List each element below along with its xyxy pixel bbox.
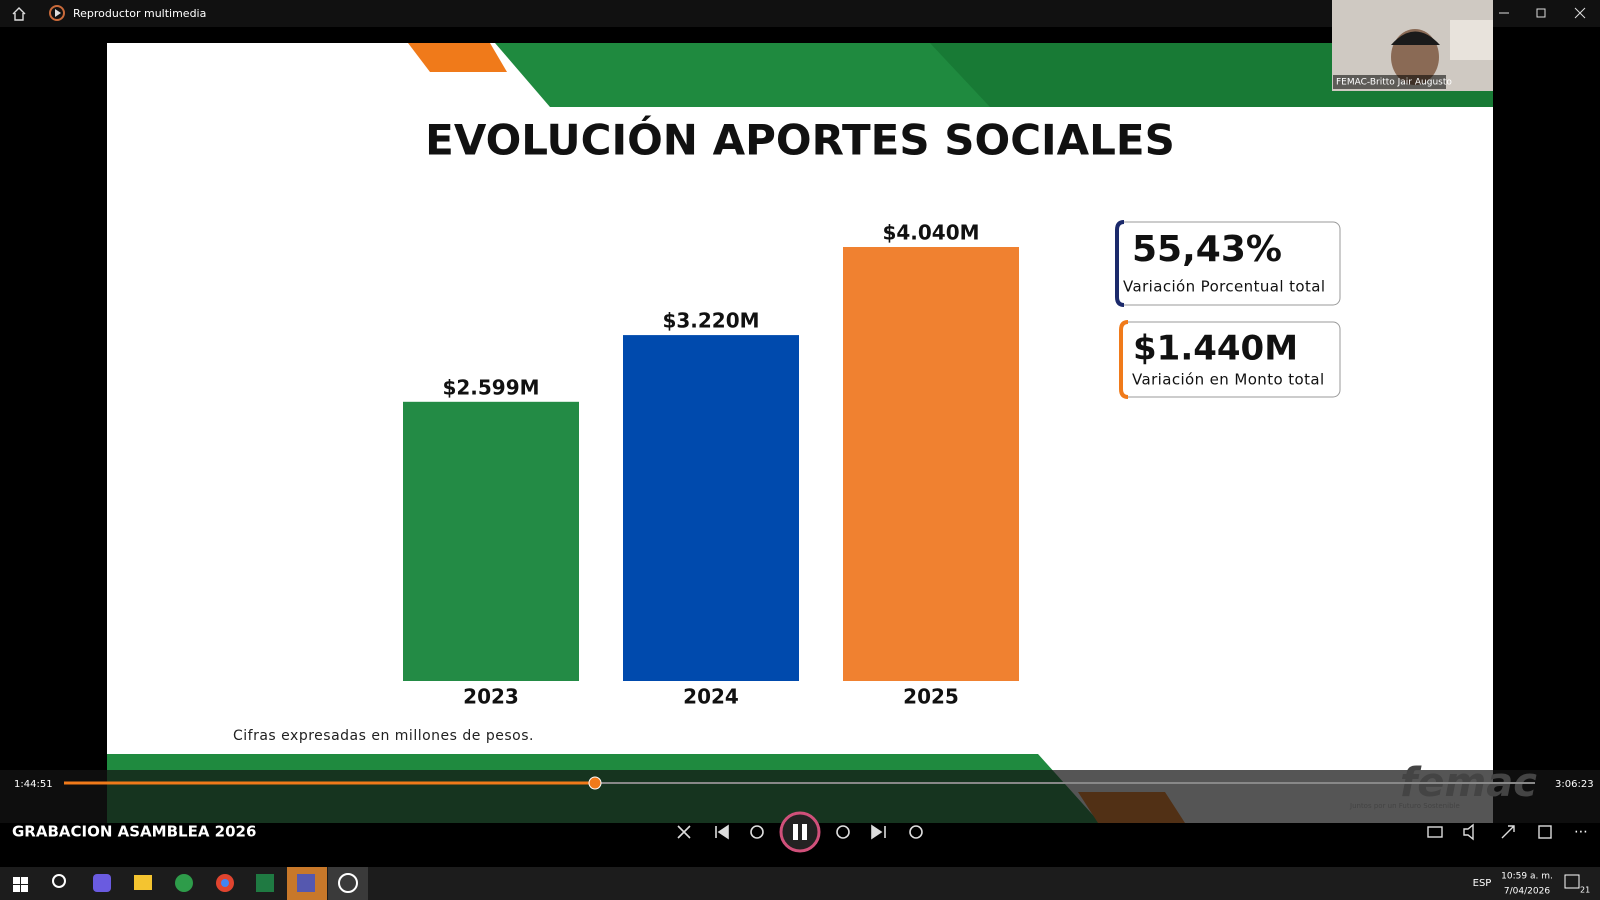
app-icon xyxy=(49,5,65,21)
notifications-button[interactable] xyxy=(1564,874,1580,889)
taskbar-app[interactable] xyxy=(134,875,152,890)
webcam-person-hair xyxy=(1391,31,1440,45)
callout-value: $1.440M xyxy=(1133,329,1298,369)
bar xyxy=(623,335,799,681)
bar xyxy=(403,401,579,681)
callout-label: Variación en Monto total xyxy=(1132,371,1325,389)
clock-date[interactable]: 7/04/2026 xyxy=(1504,887,1550,897)
value-label: $4.040M xyxy=(882,221,979,245)
play-pause-button[interactable] xyxy=(779,811,821,853)
taskbar-app[interactable] xyxy=(175,874,193,892)
more-button[interactable]: ⋯ xyxy=(1574,824,1588,840)
repeat-button[interactable] xyxy=(909,825,923,839)
restore-button[interactable] xyxy=(1536,8,1546,18)
captions-button[interactable] xyxy=(1427,826,1443,838)
elapsed-time: 1:44:51 xyxy=(14,779,53,790)
pause-icon xyxy=(802,824,807,840)
media-title: GRABACION ASAMBLEA 2026 xyxy=(12,823,256,841)
rewind-button[interactable] xyxy=(750,825,764,839)
taskbar-app xyxy=(297,874,315,892)
clock-time[interactable]: 10:59 a. m. xyxy=(1501,872,1553,882)
window-title: Reproductor multimedia xyxy=(73,7,206,20)
duration: 3:06:23 xyxy=(1555,779,1594,790)
webcam-background xyxy=(1450,20,1493,60)
taskbar xyxy=(0,867,1600,900)
taskbar-app-detail xyxy=(221,879,229,887)
callout-accent xyxy=(1115,220,1125,307)
slide-title: EVOLUCIÓN APORTES SOCIALES xyxy=(425,115,1175,165)
webcam-name: FEMAC-Britto Jair Augusto xyxy=(1336,78,1452,88)
home-button[interactable] xyxy=(12,7,26,21)
taskbar-app-active[interactable] xyxy=(328,867,368,900)
x-tick-label: 2025 xyxy=(903,685,959,709)
slide-top-accent xyxy=(408,43,507,72)
x-tick-label: 2024 xyxy=(683,685,739,709)
logo-tagline: Juntos por un Futuro Sostenible xyxy=(1349,802,1460,810)
bar-chart: $2.599M 2023 $3.220M 2024 $4.040M 2025 xyxy=(403,221,1019,709)
bar xyxy=(843,247,1019,681)
input-language[interactable]: ESP xyxy=(1473,878,1492,889)
shuffle-button[interactable] xyxy=(677,825,691,839)
start-button[interactable] xyxy=(13,877,28,892)
webcam-label-bg xyxy=(1333,75,1446,89)
notification-count: 21 xyxy=(1580,886,1590,895)
volume-button[interactable] xyxy=(1463,823,1474,841)
close-button[interactable] xyxy=(1574,7,1586,19)
x-tick-label: 2023 xyxy=(463,685,519,709)
app-icon-play xyxy=(55,9,61,17)
value-label: $3.220M xyxy=(662,309,759,333)
previous-button[interactable] xyxy=(715,824,729,840)
fullscreen-button[interactable] xyxy=(1501,825,1515,839)
taskbar-app xyxy=(338,873,358,893)
chart-note: Cifras expresadas en millones de pesos. xyxy=(233,728,534,744)
slide xyxy=(107,43,1493,823)
forward-button[interactable] xyxy=(836,825,850,839)
taskbar-app[interactable] xyxy=(256,874,274,892)
callout-value: 55,43% xyxy=(1132,229,1282,270)
callout-label: Variación Porcentual total xyxy=(1123,278,1325,296)
callout-accent xyxy=(1119,320,1129,399)
value-label: $2.599M xyxy=(442,375,539,399)
search-button[interactable] xyxy=(52,874,66,888)
miniplayer-button[interactable] xyxy=(1538,825,1552,839)
pause-icon xyxy=(793,824,798,840)
taskbar-app[interactable] xyxy=(93,874,111,892)
progress-thumb[interactable] xyxy=(588,776,602,790)
next-button[interactable] xyxy=(871,824,886,840)
